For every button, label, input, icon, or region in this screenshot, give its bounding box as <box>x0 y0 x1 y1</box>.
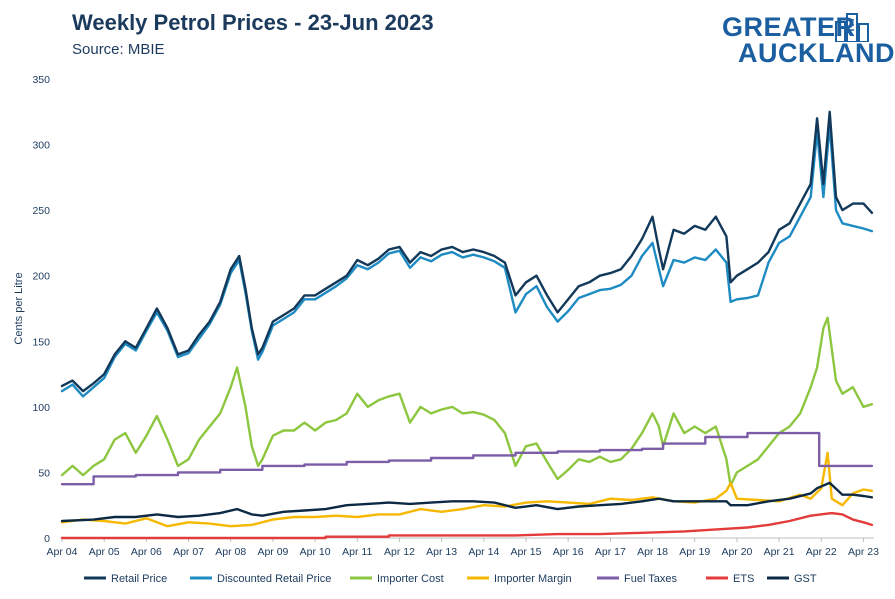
x-tick-label: Apr 17 <box>595 546 626 558</box>
y-tick-label: 50 <box>38 467 50 479</box>
legend-label-fuel-taxes: Fuel Taxes <box>624 573 677 585</box>
chart-subtitle: Source: MBIE <box>72 41 165 58</box>
x-tick-label: Apr 08 <box>215 546 246 558</box>
y-tick-label: 150 <box>32 336 50 348</box>
series-line-importer-cost <box>60 316 874 487</box>
greater-auckland-logo: GREATER AUCKLAND <box>722 12 894 68</box>
x-tick-label: Apr 13 <box>426 546 457 558</box>
y-tick-label: 350 <box>32 74 50 86</box>
x-tick-label: Apr 20 <box>721 546 752 558</box>
x-tick-label: Apr 04 <box>47 546 78 558</box>
x-tick-label: Apr 15 <box>511 546 542 558</box>
series-line-importer-margin <box>60 451 874 528</box>
y-tick-label: 200 <box>32 271 50 283</box>
x-tick-label: Apr 09 <box>257 546 288 558</box>
x-tick-label: Apr 12 <box>384 546 415 558</box>
x-tick-label: Apr 05 <box>89 546 120 558</box>
x-tick-label: Apr 10 <box>300 546 331 558</box>
logo-line-2: AUCKLAND <box>738 38 895 68</box>
x-tick-label: Apr 07 <box>173 546 204 558</box>
x-tick-label: Apr 21 <box>764 546 795 558</box>
legend-label-gst: GST <box>794 573 817 585</box>
x-tick-label: Apr 16 <box>553 546 584 558</box>
x-tick-label: Apr 22 <box>806 546 837 558</box>
skyline-icon <box>835 13 869 42</box>
y-tick-label: 100 <box>32 402 50 414</box>
series-line-ets <box>60 511 874 540</box>
x-tick-label: Apr 19 <box>679 546 710 558</box>
x-tick-label: Apr 23 <box>848 546 879 558</box>
legend-label-retail-price: Retail Price <box>111 573 167 585</box>
series-line-fuel-taxes <box>60 431 874 486</box>
legend-label-importer-margin: Importer Margin <box>494 573 572 585</box>
x-tick-label: Apr 11 <box>342 546 372 558</box>
series-line-gst <box>60 481 874 523</box>
x-tick-label: Apr 18 <box>637 546 668 558</box>
y-axis-label: Cents per Litre <box>13 272 25 344</box>
legend-label-importer-cost: Importer Cost <box>377 573 444 585</box>
series-line-discounted-retail-price <box>60 123 874 398</box>
x-tick-label: Apr 14 <box>468 546 499 558</box>
series-line-retail-price <box>60 110 874 393</box>
y-tick-label: 300 <box>32 140 50 152</box>
y-tick-label: 0 <box>44 533 50 545</box>
logo-line-1: GREATER <box>722 12 856 42</box>
chart-title: Weekly Petrol Prices - 23-Jun 2023 <box>72 10 434 35</box>
legend-label-ets: ETS <box>733 573 754 585</box>
y-tick-label: 250 <box>32 205 50 217</box>
x-tick-label: Apr 06 <box>131 546 162 558</box>
legend-label-discounted-retail-price: Discounted Retail Price <box>217 573 331 585</box>
